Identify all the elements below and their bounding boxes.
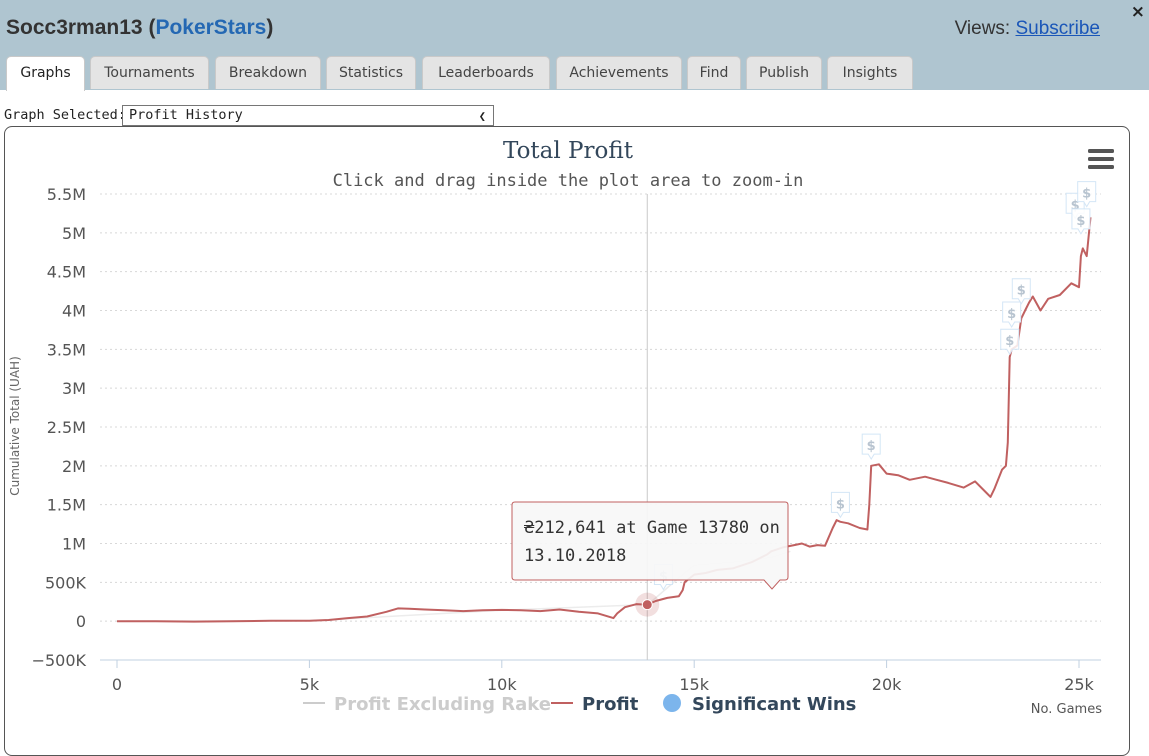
y-tick-label: 3.5M: [47, 340, 86, 359]
graph-select-label: Graph Selected:: [4, 107, 126, 123]
hamburger-menu-icon[interactable]: [1088, 149, 1114, 169]
tab-leaderboards[interactable]: Leaderboards: [422, 56, 550, 89]
graph-select-dropdown[interactable]: Profit History ❮: [122, 105, 494, 126]
tab-breakdown[interactable]: Breakdown: [215, 56, 321, 89]
y-tick-label: 500K: [45, 573, 87, 592]
y-tick-label: 2.5M: [47, 418, 86, 437]
tab-graphs[interactable]: Graphs: [6, 56, 85, 91]
significant-win-marker[interactable]: $: [861, 433, 881, 461]
y-tick-label: 1M: [62, 535, 86, 554]
x-tick-label: 5k: [300, 675, 320, 694]
significant-win-marker[interactable]: $: [830, 491, 850, 519]
views-label: Views:: [954, 18, 1011, 39]
dollar-sign: $: [1005, 334, 1014, 349]
legend-item[interactable]: Profit: [551, 694, 639, 715]
tab-insights[interactable]: Insights: [827, 56, 913, 89]
close-icon[interactable]: ×: [1130, 2, 1145, 22]
significant-win-marker[interactable]: $: [1002, 301, 1022, 329]
y-tick-label: 2M: [62, 457, 86, 476]
chart-container: [4, 126, 1130, 756]
x-tick-label: 25k: [1064, 675, 1094, 694]
grid-lines: [100, 193, 1101, 661]
x-axis: 0 5k 10k 15k 20k 25k: [100, 659, 1101, 694]
x-tick-label: 0: [112, 675, 122, 694]
y-tick-label: 3M: [62, 379, 86, 398]
dollar-sign: $: [1076, 214, 1085, 229]
views-area: Views: Subscribe: [955, 18, 1100, 40]
x-tick-label: 15k: [679, 675, 709, 694]
significant-win-marker[interactable]: $: [1071, 208, 1091, 235]
tooltip-text-line1: ₴212,641 at Game 13780 on: [524, 518, 780, 538]
legend-symbol: [663, 694, 681, 712]
dollar-flag-icon: [1002, 301, 1022, 329]
y-tick-label: 4M: [62, 302, 86, 321]
y-axis: −500K 0 500K 1M 1.5M 2M 2.5M 3M 3.5M 4M 4.5M 5M 5.5M: [32, 185, 87, 670]
dollar-sign: $: [836, 497, 845, 512]
dollar-sign: $: [1071, 198, 1080, 213]
dollar-sign: $: [1007, 307, 1016, 322]
site-paren-open: (: [148, 16, 156, 39]
y-axis-title: Cumulative Total (UAH): [8, 356, 22, 496]
y-tick-label: 4.5M: [47, 263, 86, 282]
legend-item[interactable]: Significant Wins: [663, 694, 856, 715]
significant-win-marker[interactable]: $: [1077, 181, 1097, 208]
legend-label: Profit: [582, 694, 639, 715]
x-axis-title: No. Games: [1031, 702, 1102, 717]
y-tick-label: 0: [76, 612, 86, 631]
hover-point: [635, 592, 660, 617]
dollar-sign: $: [1082, 187, 1091, 202]
tab-find[interactable]: Find: [687, 56, 741, 89]
tab-publish[interactable]: Publish: [746, 56, 822, 89]
page-header: Socc3rman13 (PokerStars) Views: Subscrib…: [0, 0, 1149, 91]
graph-select-value: Profit History: [129, 107, 243, 123]
subscribe-link[interactable]: Subscribe: [1015, 18, 1101, 39]
legend-item[interactable]: Profit Excluding Rake: [303, 694, 551, 715]
legend-label: Significant Wins: [692, 694, 856, 715]
y-tick-label: 1.5M: [47, 496, 86, 515]
legend-label: Profit Excluding Rake: [334, 694, 551, 715]
dollar-flag-icon: [1077, 181, 1097, 208]
dollar-flag-icon: [1071, 208, 1091, 235]
dollar-sign: $: [867, 439, 876, 454]
tab-tournaments[interactable]: Tournaments: [90, 56, 209, 89]
x-tick-label: 20k: [872, 675, 902, 694]
dollar-flag-icon: [1011, 278, 1031, 305]
tooltip-box: [511, 501, 789, 590]
chart-title: Total Profit: [503, 138, 634, 164]
tooltip-text-line2: 13.10.2018: [524, 546, 626, 566]
chart-subtitle: Click and drag inside the plot area to z…: [333, 171, 804, 191]
dollar-flag-icon: [861, 433, 881, 461]
player-name: Socc3rman13: [6, 16, 143, 39]
dollar-flag-icon: [830, 491, 850, 519]
y-tick-label: 5M: [62, 224, 86, 243]
tooltip: ₴212,641 at Game 13780 on 13.10.2018: [511, 501, 789, 590]
dollar-flag-icon: [1000, 328, 1020, 356]
significant-win-marker[interactable]: $: [1011, 278, 1031, 305]
chart-legend: Profit Excluding Rake Profit Significant W…: [303, 694, 856, 715]
tab-statistics[interactable]: Statistics: [326, 56, 416, 89]
chevron-down-icon: ❮: [478, 109, 486, 123]
site-paren-close: ): [266, 16, 274, 39]
y-tick-label: −500K: [32, 651, 87, 670]
player-title: Socc3rman13 (PokerStars): [6, 16, 273, 40]
tab-achievements[interactable]: Achievements: [556, 56, 682, 89]
significant-win-marker[interactable]: $: [1000, 328, 1020, 356]
x-tick-label: 10k: [487, 675, 517, 694]
dollar-sign: $: [1017, 284, 1026, 299]
hover-point-dot: [641, 599, 653, 611]
site-name-link[interactable]: PokerStars: [155, 16, 267, 39]
y-tick-label: 5.5M: [47, 185, 86, 204]
